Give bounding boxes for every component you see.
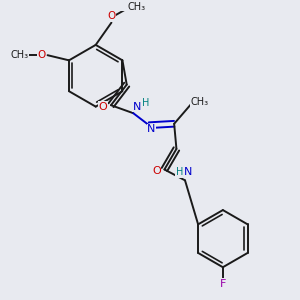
Text: O: O <box>99 102 107 112</box>
Text: CH₃: CH₃ <box>127 2 145 12</box>
Text: H: H <box>176 167 183 177</box>
Text: O: O <box>37 50 45 60</box>
Text: O: O <box>107 11 116 21</box>
Text: H: H <box>142 98 150 108</box>
Text: F: F <box>220 279 226 289</box>
Text: N: N <box>147 124 155 134</box>
Text: CH₃: CH₃ <box>11 50 28 60</box>
Text: CH₃: CH₃ <box>191 97 209 107</box>
Text: N: N <box>184 167 192 177</box>
Text: N: N <box>133 102 141 112</box>
Text: O: O <box>152 166 161 176</box>
